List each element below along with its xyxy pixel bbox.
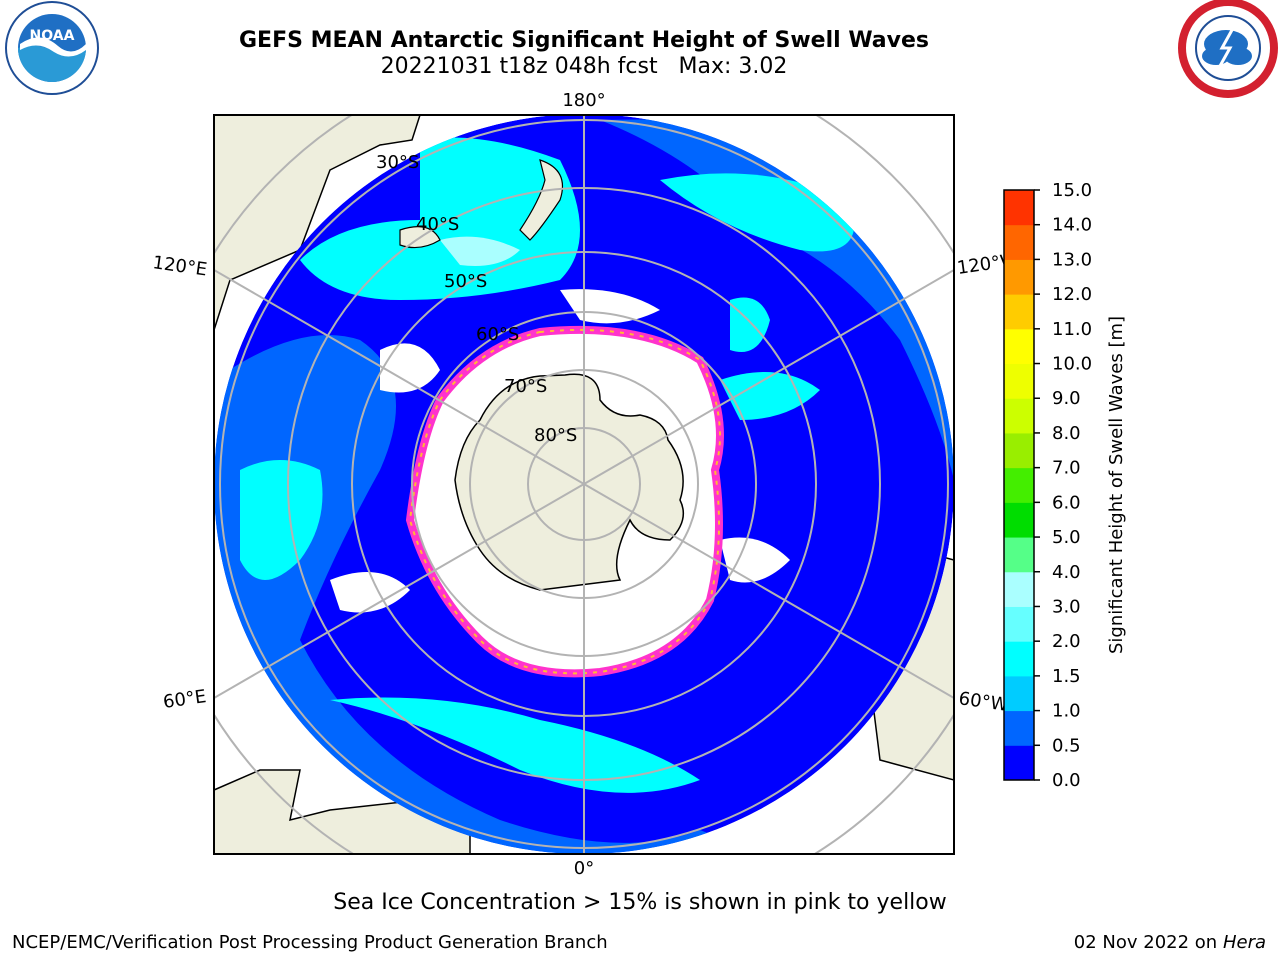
lat-label-80s: 80°S	[534, 425, 577, 446]
footer-branch: NCEP/EMC/Verification Post Processing Pr…	[12, 932, 608, 953]
lat-label-60s: 60°S	[476, 324, 519, 345]
footer-timestamp: 02 Nov 2022 on Hera	[1074, 932, 1266, 953]
colorbar-bin	[1004, 259, 1034, 295]
colorbar-tick-label: 2.0	[1052, 631, 1081, 652]
svg-text:NOAA: NOAA	[30, 28, 75, 44]
chart-title: GEFS MEAN Antarctic Significant Height o…	[238, 28, 930, 53]
nws-logo	[1178, 0, 1278, 98]
lat-label-70s: 70°S	[504, 376, 547, 397]
colorbar-tick-label: 13.0	[1052, 249, 1092, 270]
meridian-label-60e: 60°E	[162, 686, 208, 713]
new-zealand-land	[519, 159, 564, 241]
latitude-labels: 30°S 40°S 50°S 60°S 70°S 80°S	[376, 152, 577, 446]
colorbar-bin	[1004, 502, 1034, 538]
colorbar-tick-label: 1.5	[1052, 666, 1081, 687]
lat-label-40s: 40°S	[416, 214, 459, 235]
footer-date: 02 Nov 2022 on	[1073, 932, 1218, 953]
chart-subtitle: 20221031 t18z 048h fcst Max: 3.02	[380, 54, 788, 79]
colorbar-tick-label: 15.0	[1052, 180, 1092, 201]
colorbar: 0.0 0.5 1.0 1.5 2.0 3.0 4.0 5.0 6.0 7.0 8.0 9.0 10.0…	[1003, 180, 1092, 791]
meridian-label-0: 0°	[574, 858, 594, 879]
graticule	[214, 115, 954, 854]
colorbar-bin	[1004, 675, 1034, 712]
colorbar-tick-label: 0.5	[1052, 735, 1081, 756]
footer-machine: Hera	[1222, 932, 1266, 953]
noaa-logo: NOAA	[5, 1, 99, 95]
colorbar-bin	[1004, 432, 1034, 469]
colorbar-tick-label: 11.0	[1052, 319, 1092, 340]
colorbar-tick-label: 14.0	[1052, 215, 1092, 236]
colorbar-tick-label: 6.0	[1052, 492, 1081, 513]
antarctica-land	[454, 373, 685, 591]
colorbar-frame	[1003, 189, 1035, 781]
colorbar-bin	[1004, 363, 1034, 399]
colorbar-tick-label: 8.0	[1052, 423, 1081, 444]
colorbar-bin	[1004, 571, 1034, 607]
colorbar-tick-label: 0.0	[1052, 770, 1081, 791]
colorbar-bin	[1004, 467, 1034, 503]
meridian-label-60w: 60°W	[957, 688, 1009, 716]
colorbar-tick-label: 5.0	[1052, 527, 1081, 548]
colorbar-tick-label: 1.0	[1052, 701, 1081, 722]
lat-label-50s: 50°S	[444, 271, 487, 292]
colorbar-bin	[1004, 745, 1034, 781]
colorbar-tick-label: 4.0	[1052, 562, 1081, 583]
colorbar-bin	[1004, 224, 1034, 260]
colorbar-bin	[1004, 398, 1034, 434]
colorbar-tick-label: 3.0	[1052, 596, 1081, 617]
colorbar-bin	[1004, 710, 1034, 746]
lat-label-30s: 30°S	[376, 152, 419, 173]
colorbar-label: Significant Height of Swell Waves [m]	[1106, 316, 1127, 654]
colorbar-bin	[1004, 190, 1034, 226]
sea-ice-note: Sea Ice Concentration > 15% is shown in …	[333, 890, 947, 915]
meridian-label-180: 180°	[562, 90, 605, 111]
colorbar-tick-label: 7.0	[1052, 458, 1081, 479]
colorbar-tick-label: 12.0	[1052, 284, 1092, 305]
colorbar-bin	[1004, 537, 1034, 573]
colorbar-bin	[1004, 328, 1034, 365]
colorbar-tick-label: 10.0	[1052, 354, 1092, 375]
meridian-label-120e: 120°E	[151, 252, 208, 280]
colorbar-bin	[1004, 641, 1034, 677]
colorbar-bin	[1004, 606, 1034, 642]
map-frame	[213, 114, 955, 855]
colorbar-bin	[1004, 294, 1034, 330]
colorbar-tick-label: 9.0	[1052, 388, 1081, 409]
